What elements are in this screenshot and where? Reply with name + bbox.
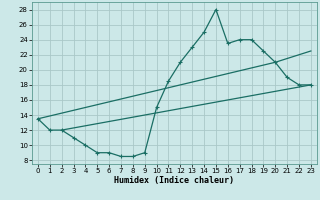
X-axis label: Humidex (Indice chaleur): Humidex (Indice chaleur): [115, 176, 234, 185]
